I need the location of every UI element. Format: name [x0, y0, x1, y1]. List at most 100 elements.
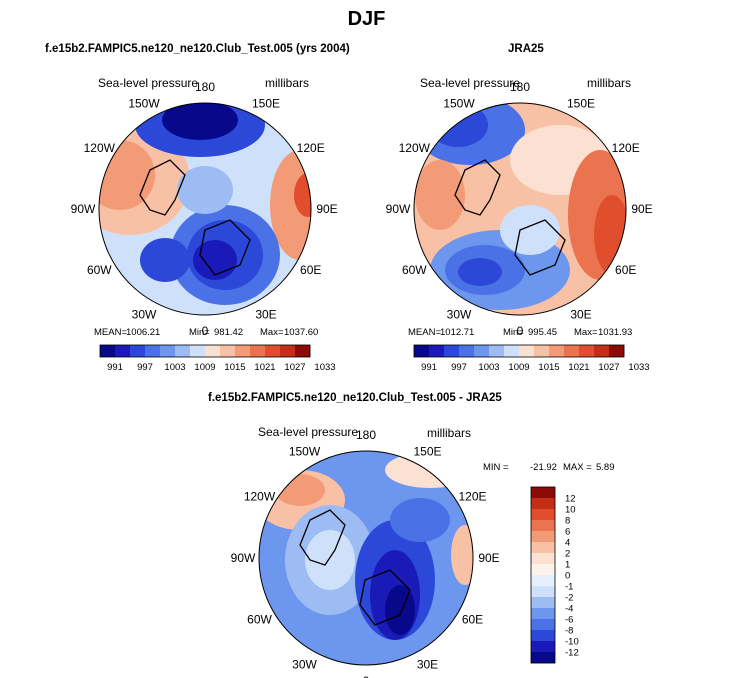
panel-3-colorbar-swatch — [531, 487, 555, 499]
panel-1-lon-label: 30E — [255, 308, 276, 322]
panel-3-colorbar-swatch — [531, 520, 555, 532]
panel-3-map — [258, 450, 474, 666]
panel-2-colorbar-tick-label: 1027 — [598, 362, 619, 373]
panel-1-units-label: millibars — [265, 76, 310, 90]
panel-2-lon-label: 60W — [402, 263, 427, 277]
panel-3-colorbar-tick-label: -10 — [565, 637, 579, 648]
panel-2-colorbar-swatch — [414, 345, 430, 357]
panel-1-colorbar-swatch — [235, 345, 251, 357]
panel-1-lon-label: 150E — [252, 96, 280, 110]
panel-1-colorbar-swatch — [295, 345, 311, 357]
panel-1-colorbar-tick-label: 1033 — [314, 362, 335, 373]
panel-3-colorbar-swatch — [531, 542, 555, 554]
panel-1-min-label: Min= — [189, 327, 210, 338]
panel-1-colorbar-swatch — [205, 345, 221, 357]
panel-3-colorbar-tick-label: -4 — [565, 604, 573, 615]
panel-3-colorbar-frame — [530, 486, 556, 664]
panel-1-mean-label: MEAN= — [94, 327, 127, 338]
panel-2-max-label: Max= — [574, 327, 598, 338]
panel-2-map — [413, 102, 627, 316]
panel-1-colorbar-swatch — [145, 345, 161, 357]
panel-3-colorbar-swatch — [531, 619, 555, 631]
panel-3-colorbar-swatch — [531, 553, 555, 565]
panel-3-lon-label: 180 — [356, 428, 376, 442]
panel-3-units-label: millibars — [427, 426, 472, 440]
panel-1-colorbar-frame — [99, 344, 311, 358]
panel-2-coastlines — [454, 159, 566, 276]
panel-2-colorbar-tick-label: 1021 — [568, 362, 589, 373]
panel-3-min-label: MIN = — [483, 462, 509, 473]
panel-2-colorbar-swatch — [534, 345, 550, 357]
panel-1-lon-label: 180 — [195, 80, 215, 94]
panel-2-lon-label: 150W — [443, 96, 475, 110]
panel-1-colorbar-tick-label: 991 — [107, 362, 123, 373]
panel-3-field-label: Sea-level pressure — [258, 425, 359, 439]
panel-3-colorbar-swatch — [531, 597, 555, 609]
panel-1-colorbar-swatch — [250, 345, 266, 357]
panel-2-lon-label: 150E — [567, 96, 595, 110]
panel-1-min-value: 981.42 — [214, 327, 243, 338]
panel-3-lon-label: 60E — [462, 613, 483, 627]
panel-2-field-label: Sea-level pressure — [420, 76, 521, 90]
panel-3-colorbar-tick-label: 6 — [565, 527, 570, 538]
panel-2-colorbar-swatch — [564, 345, 580, 357]
panel-3-title: f.e15b2.FAMPIC5.ne120_ne120.Club_Test.00… — [208, 392, 502, 404]
panel-3-lon-label: 150W — [289, 445, 321, 459]
panel-2-mean-label: MEAN= — [408, 327, 441, 338]
panel-2-colorbar-swatch — [579, 345, 595, 357]
panel-3-min-value: -21.92 — [530, 462, 557, 473]
panel-1-colorbar-tick-label: 1027 — [284, 362, 305, 373]
panel-1-mean-value: 1006.21 — [126, 327, 160, 338]
panel-3-colorbar-swatch — [531, 531, 555, 543]
panel-3-colorbar-swatch — [531, 564, 555, 576]
panel-2-colorbar-tick-label: 1033 — [628, 362, 649, 373]
panel-3-colorbar-swatch — [531, 498, 555, 510]
panel-3-lon-label: 60W — [247, 613, 272, 627]
panel-1-colorbar-swatch — [130, 345, 146, 357]
panel-3-colorbar-tick-label: -6 — [565, 615, 573, 626]
panel-1-lon-label: 60W — [87, 263, 112, 277]
panel-2-units-label: millibars — [587, 76, 632, 90]
panel-1-colorbar-tick-label: 1009 — [194, 362, 215, 373]
panel-2-colorbar-swatch — [459, 345, 475, 357]
panel-2-colorbar-swatch — [549, 345, 565, 357]
panel-1-colorbar-tick-label: 1021 — [254, 362, 275, 373]
panel-1-lon-label: 120E — [297, 141, 325, 155]
panel-2-colorbar-swatch — [474, 345, 490, 357]
panel-2-colorbar-swatch — [429, 345, 445, 357]
panel-2-lon-label: 30W — [447, 308, 472, 322]
panel-3-colorbar-tick-label: 2 — [565, 549, 570, 560]
panel-3-lon-label: 90W — [231, 551, 256, 565]
panel-1-lon-label: 120W — [84, 141, 116, 155]
panel-2-lon-label: 60E — [615, 263, 636, 277]
panel-2-lon-label: 30E — [570, 308, 591, 322]
panel-3-colorbar-tick-label: 1 — [565, 560, 570, 571]
panel-1-colorbar-swatch — [265, 345, 281, 357]
panel-2-min-label: Min= — [503, 327, 524, 338]
panel-3-colorbar-tick-label: -8 — [565, 626, 573, 637]
panel-1-lon-label: 150W — [128, 96, 160, 110]
panel-2-colorbar-swatch — [519, 345, 535, 357]
panel-2-lon-label: 120W — [399, 141, 431, 155]
panel-2-mean-value: 1012.71 — [440, 327, 474, 338]
panel-1-colorbar-tick-label: 1015 — [224, 362, 245, 373]
panel-1-colorbar-tick-label: 1003 — [164, 362, 185, 373]
panel-3-colorbar-swatch — [531, 575, 555, 587]
panel-2-colorbar-tick-label: 1003 — [478, 362, 499, 373]
panel-2-colorbar-frame — [413, 344, 625, 358]
panel-2-min-value: 995.45 — [528, 327, 557, 338]
panel-2-colorbar-tick-label: 997 — [451, 362, 467, 373]
panel-2-lon-label: 120E — [612, 141, 640, 155]
panel-1-colorbar-swatch — [115, 345, 131, 357]
panel-3-colorbar-swatch — [531, 630, 555, 642]
panel-1-title: f.e15b2.FAMPIC5.ne120_ne120.Club_Test.00… — [45, 43, 350, 55]
panel-2-colorbar-swatch — [609, 345, 625, 357]
panel-3-colorbar-tick-label: 8 — [565, 516, 570, 527]
panel-3-colorbar-tick-label: 12 — [565, 494, 576, 505]
panel-1-colorbar-tick-label: 997 — [137, 362, 153, 373]
panel-3-lon-label: 120W — [244, 490, 276, 504]
panel-2-lon-label: 90E — [631, 202, 652, 216]
page-title: DJF — [347, 8, 386, 30]
panel-1-max-value: 1037.60 — [284, 327, 318, 338]
